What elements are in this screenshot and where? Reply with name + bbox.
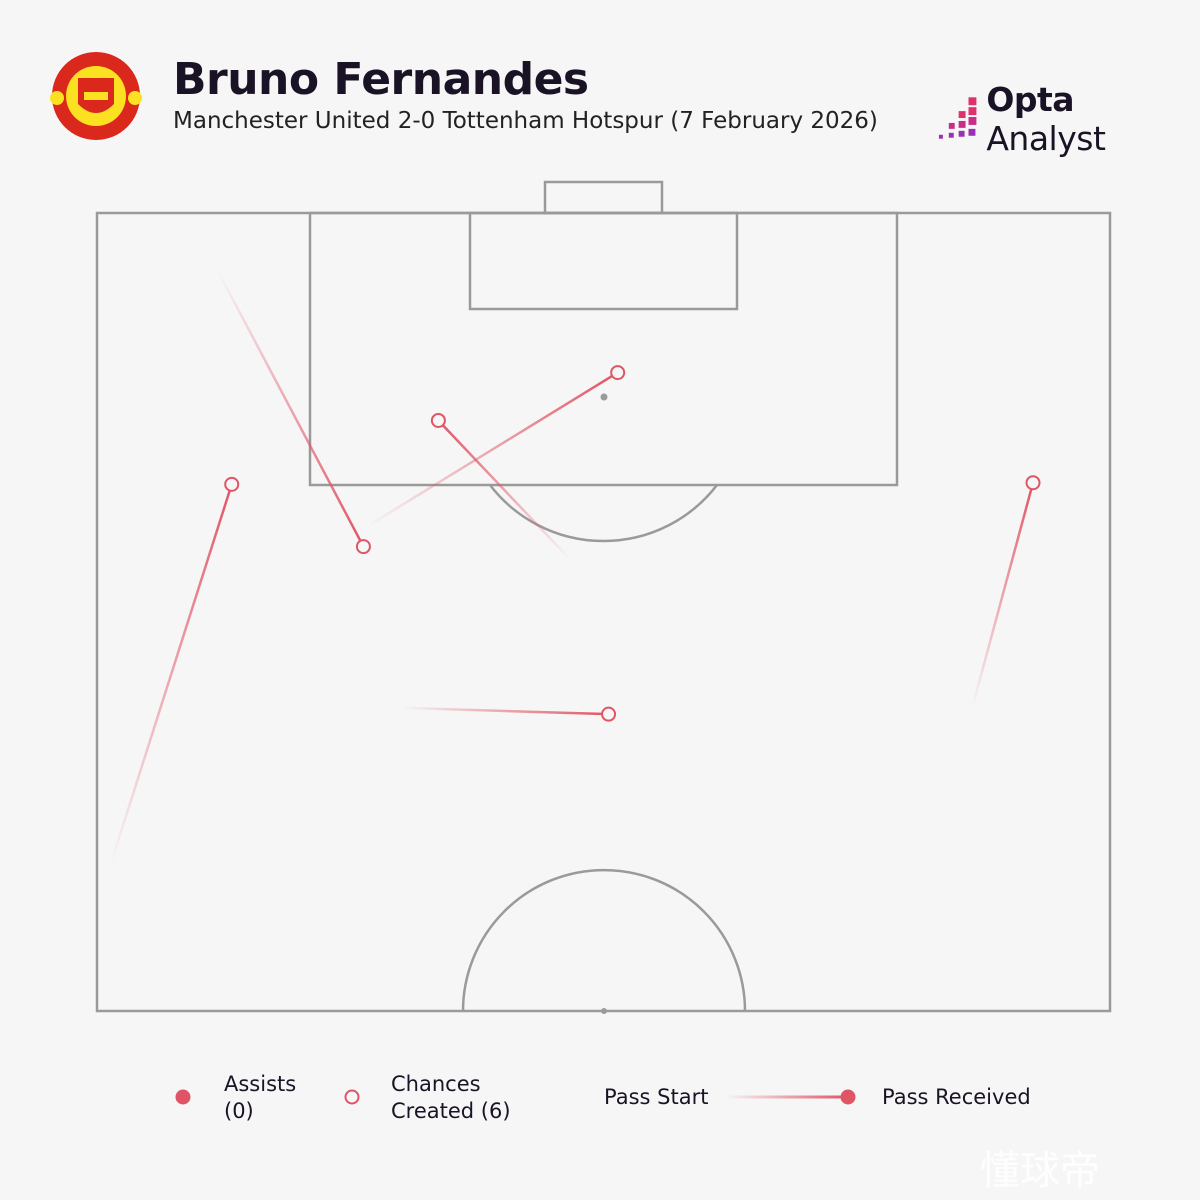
chance-created-marker [355, 539, 371, 555]
legend-chances: Chances Created (6) [391, 1071, 511, 1125]
pass-line [971, 482, 1035, 709]
chance-created-marker [430, 412, 446, 428]
pass-line [108, 483, 233, 867]
chance-created-marker [610, 365, 626, 381]
legend-assists-label: Assists [224, 1072, 297, 1096]
six-yard-box [468, 211, 739, 311]
legend-chances-count: Created (6) [391, 1099, 511, 1123]
goal [543, 180, 664, 215]
legend-pass-received-marker [840, 1089, 856, 1105]
centre-spot [601, 1008, 607, 1014]
chance-created-marker [601, 706, 617, 722]
penalty-arc [489, 484, 718, 543]
legend-pass-start: Pass Start [604, 1085, 709, 1109]
opta-analyst-logo: Opta Analyst [935, 80, 1200, 158]
legend-assists: Assists (0) [224, 1071, 296, 1125]
brand-light: Analyst [986, 119, 1106, 158]
pass-line [399, 706, 609, 716]
legend-assist-marker [175, 1089, 191, 1105]
legend-assists-count: (0) [224, 1099, 254, 1123]
brand-bold: Opta [986, 80, 1075, 119]
manchester-united-crest [50, 52, 142, 140]
penalty-box [308, 211, 899, 487]
pass-line [364, 371, 619, 529]
legend-pass-received: Pass Received [882, 1085, 1031, 1109]
legend-chance-marker [344, 1089, 360, 1105]
legend-chances-label: Chances [391, 1072, 481, 1096]
chance-created-marker [224, 476, 240, 492]
pass-line [216, 269, 365, 548]
player-name-title: Bruno Fernandes [173, 54, 589, 105]
penalty-spot [600, 393, 608, 401]
pitch-outline [95, 211, 1112, 1013]
match-subtitle: Manchester United 2-0 Tottenham Hotspur … [173, 108, 878, 134]
chance-created-marker [1025, 475, 1041, 491]
watermark: 懂球帝 [980, 1148, 1100, 1194]
centre-circle [461, 868, 747, 1012]
pass-line [437, 419, 571, 561]
opta-pixel-icon [938, 97, 977, 139]
